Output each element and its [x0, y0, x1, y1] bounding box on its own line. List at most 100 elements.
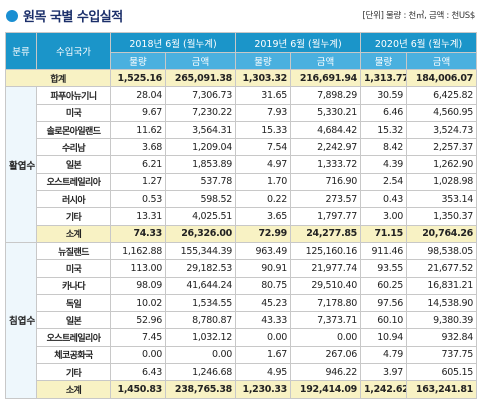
country-cell: 카나다 [36, 276, 111, 295]
header-period: 2019년 6월 (월누계) [235, 32, 361, 53]
value-cell: 1,246.68 [165, 363, 236, 382]
value-cell: 98.09 [110, 276, 166, 295]
page-title: 원목 국별 수입실적 [23, 10, 123, 25]
value-cell: 7.93 [235, 103, 291, 122]
subtotal-value: 238,765.38 [165, 380, 236, 399]
value-cell: 41,644.24 [165, 276, 236, 295]
value-cell: 43.33 [235, 311, 291, 330]
value-cell: 15.32 [360, 120, 407, 140]
subtotal-value: 1,242.62 [360, 380, 407, 399]
header-category: 분류 [5, 32, 37, 70]
table-row: 미국 113.00 29,182.53 90.91 21,977.74 93.55 21,6… [6, 259, 477, 278]
table-row: 일본 52.96 8,780.87 43.33 7,373.71 60.10 9,380.3… [6, 311, 477, 330]
value-cell: 1,797.77 [290, 207, 361, 226]
value-cell: 0.00 [290, 328, 361, 347]
total-row: 합계 1,525.16 265,091.38 1,303.32 216,691.94 1,… [5, 68, 477, 88]
header-volume: 물량 [235, 52, 291, 70]
country-cell: 뉴질랜드 [36, 241, 111, 261]
table-row: 체코공화국 0.00 0.00 1.67 267.06 4.79 737.75 [6, 345, 477, 365]
value-cell: 598.52 [165, 190, 236, 209]
value-cell: 93.55 [360, 259, 407, 278]
value-cell: 605.15 [406, 363, 477, 382]
value-cell: 6,425.82 [406, 86, 477, 105]
value-cell: 3,524.73 [406, 120, 477, 140]
value-cell: 7.54 [235, 138, 291, 157]
value-cell: 1,534.55 [165, 293, 236, 313]
value-cell: 1,162.88 [110, 241, 166, 261]
value-cell: 0.53 [110, 190, 166, 209]
value-cell: 9,380.39 [406, 311, 477, 330]
value-cell: 8.42 [360, 138, 407, 157]
value-cell: 4,684.42 [290, 120, 361, 140]
value-cell: 7,178.80 [290, 293, 361, 313]
table-row: 활엽수 파푸아뉴기니 28.04 7,306.73 31.65 7,898.29 30.59… [5, 86, 477, 243]
value-cell: 60.25 [360, 276, 407, 295]
value-cell: 5,330.21 [290, 103, 361, 122]
subtotal-value: 72.99 [235, 224, 291, 243]
value-cell: 7,230.22 [165, 103, 236, 122]
value-cell: 125,160.16 [290, 241, 361, 261]
table-row: 솔로몬아일랜드 11.62 3,564.31 15.33 4,684.42 15.32 3,… [6, 120, 477, 140]
value-cell: 963.49 [235, 241, 291, 261]
subtotal-value: 1,450.83 [110, 380, 166, 399]
value-cell: 10.02 [110, 293, 166, 313]
value-cell: 3.68 [110, 138, 166, 157]
country-cell: 기타 [36, 363, 111, 382]
value-cell: 3.97 [360, 363, 407, 382]
total-value: 216,691.94 [290, 68, 361, 88]
value-cell: 7,373.71 [290, 311, 361, 330]
table-row: 일본 6.21 1,853.89 4.97 1,333.72 4.39 1,262.90 [6, 155, 477, 174]
value-cell: 16,831.21 [406, 276, 477, 295]
value-cell: 31.65 [235, 86, 291, 105]
total-value: 1,525.16 [110, 68, 166, 88]
country-cell: 미국 [36, 259, 111, 278]
subtotal-value: 163,241.81 [406, 380, 477, 399]
value-cell: 90.91 [235, 259, 291, 278]
value-cell: 1,028.98 [406, 172, 477, 192]
subtotal-value: 26,326.00 [165, 224, 236, 243]
value-cell: 0.22 [235, 190, 291, 209]
value-cell: 6.46 [360, 103, 407, 122]
value-cell: 0.00 [235, 328, 291, 347]
value-cell: 716.90 [290, 172, 361, 192]
value-cell: 155,344.39 [165, 241, 236, 261]
value-cell: 1.27 [110, 172, 166, 192]
header-amount: 금액 [406, 52, 477, 70]
header-volume: 물량 [110, 52, 166, 70]
country-cell: 수리남 [36, 138, 111, 157]
value-cell: 7,306.73 [165, 86, 236, 105]
total-label: 합계 [5, 68, 111, 88]
value-cell: 52.96 [110, 311, 166, 330]
value-cell: 537.78 [165, 172, 236, 192]
value-cell: 10.94 [360, 328, 407, 347]
value-cell: 2.54 [360, 172, 407, 192]
country-cell: 솔로몬아일랜드 [36, 120, 111, 140]
value-cell: 1,350.37 [406, 207, 477, 226]
import-table: 분류 수입국가 2018년 6월 (월누계) 2019년 6월 (월누계) 20… [5, 32, 477, 399]
table-row: 수리남 3.68 1,209.04 7.54 2,242.97 8.42 2,257.37 [6, 138, 477, 157]
subtotal-value: 24,277.85 [290, 224, 361, 243]
table-row: 카나다 98.09 41,644.24 80.75 29,510.40 60.25 16,8… [6, 276, 477, 295]
total-value: 184,006.07 [406, 68, 477, 88]
value-cell: 6.43 [110, 363, 166, 382]
value-cell: 932.84 [406, 328, 477, 347]
value-cell: 1,853.89 [165, 155, 236, 174]
subtotal-label: 소계 [36, 380, 111, 399]
subtotal-label: 소계 [36, 224, 111, 243]
value-cell: 4,025.51 [165, 207, 236, 226]
value-cell: 7.45 [110, 328, 166, 347]
total-value: 1,303.32 [235, 68, 291, 88]
table-row: 러시아 0.53 598.52 0.22 273.57 0.43 353.14 [6, 190, 477, 209]
value-cell: 2,257.37 [406, 138, 477, 157]
subtotal-value: 1,230.33 [235, 380, 291, 399]
value-cell: 1,262.90 [406, 155, 477, 174]
value-cell: 737.75 [406, 345, 477, 365]
value-cell: 113.00 [110, 259, 166, 278]
value-cell: 1.70 [235, 172, 291, 192]
value-cell: 28.04 [110, 86, 166, 105]
subtotal-value: 20,764.26 [406, 224, 477, 243]
value-cell: 7,898.29 [290, 86, 361, 105]
subtotal-value: 74.33 [110, 224, 166, 243]
total-value: 265,091.38 [165, 68, 236, 88]
subtotal-row: 소계 74.33 26,326.00 72.99 24,277.85 71.15 20,76… [6, 224, 477, 243]
